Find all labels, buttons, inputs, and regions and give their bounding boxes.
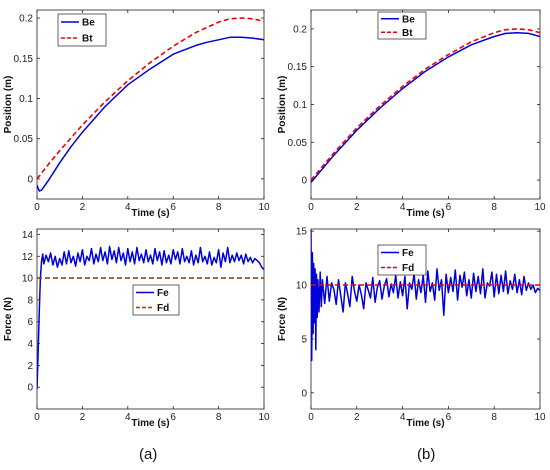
- series-line-bt: [37, 17, 264, 180]
- y-tick-label: 0.15: [14, 54, 34, 65]
- y-axis-label: Force (N): [3, 297, 14, 341]
- caption-a: (a): [139, 446, 158, 463]
- legend-box: [57, 13, 107, 47]
- x-tick-label: 2: [354, 412, 360, 423]
- x-tick-label: 10: [534, 412, 546, 423]
- legend-label-be: Be: [402, 14, 415, 25]
- series-line-fe: [37, 245, 264, 390]
- caption-b: (b): [417, 446, 436, 463]
- x-tick-label: 4: [125, 202, 131, 213]
- x-axis-label: Time (s): [406, 418, 444, 429]
- x-tick-label: 10: [534, 202, 546, 213]
- legend-label-fe: Fe: [157, 288, 169, 299]
- x-tick-label: 2: [80, 202, 86, 213]
- y-tick-label: 14: [22, 230, 34, 241]
- chart-b_pos: 0 2 4 6 8 10 0 0.05 0.1 0.15 0.2 Time (s) Position (…: [277, 9, 546, 219]
- y-tick-label: 12: [22, 252, 34, 263]
- legend: Be Bt: [377, 11, 427, 40]
- y-tick-label: 10: [22, 274, 34, 285]
- legend-label-fd: Fd: [402, 263, 414, 274]
- y-tick-label: 2: [27, 361, 33, 372]
- legend-label-fd: Fd: [157, 303, 169, 314]
- legend: Fe Fd: [377, 244, 427, 276]
- legend-box: [377, 11, 427, 40]
- x-tick-label: 0: [34, 412, 40, 423]
- y-tick-label: 10: [296, 281, 308, 292]
- series-group: [311, 28, 540, 183]
- y-tick-label: 15: [296, 227, 308, 238]
- legend: Fe Fd: [132, 284, 180, 316]
- series-line-be: [37, 36, 264, 192]
- legend-box: [132, 284, 180, 316]
- y-tick-label: 0: [27, 383, 33, 394]
- y-tick-label: 0.15: [288, 62, 308, 73]
- chart-a_pos: 0 2 4 6 8 10 0 0.05 0.1 0.15 0.2 Time (s) Position (…: [3, 9, 270, 219]
- x-tick-label: 0: [34, 202, 40, 213]
- x-tick-label: 8: [491, 202, 497, 213]
- y-axis-label: Position (m): [3, 76, 14, 134]
- y-tick-label: 0: [301, 176, 307, 187]
- x-tick-label: 2: [354, 202, 360, 213]
- chart-a_force: 0 2 4 6 8 10 0 2 4 6 8 10 12 14 Time (s) Force (N) Fe Fd: [3, 228, 270, 429]
- x-tick-label: 10: [258, 202, 270, 213]
- series-line-fe: [311, 230, 540, 362]
- x-tick-label: 6: [446, 202, 452, 213]
- x-axis-label: Time (s): [406, 208, 444, 219]
- x-axis-label: Time (s): [131, 418, 169, 429]
- y-tick-label: 0.1: [293, 100, 307, 111]
- x-tick-label: 8: [491, 412, 497, 423]
- legend-label-bt: Bt: [402, 28, 413, 39]
- x-tick-label: 4: [400, 412, 406, 423]
- y-tick-label: 4: [27, 339, 33, 350]
- x-tick-label: 0: [308, 412, 314, 423]
- y-tick-label: 0.2: [293, 24, 307, 35]
- x-tick-label: 6: [446, 412, 452, 423]
- y-tick-label: 0.05: [288, 138, 308, 149]
- y-tick-label: 0.2: [19, 14, 33, 25]
- legend-label-fe: Fe: [402, 248, 414, 259]
- series-group: [311, 230, 540, 362]
- x-tick-label: 8: [216, 202, 222, 213]
- x-tick-label: 8: [216, 412, 222, 423]
- y-tick-label: 6: [27, 317, 33, 328]
- series-line-bt: [311, 28, 540, 181]
- y-tick-label: 0: [27, 174, 33, 185]
- x-axis-label: Time (s): [131, 208, 169, 219]
- x-tick-label: 10: [258, 412, 270, 423]
- y-tick-label: 0.05: [14, 134, 34, 145]
- x-tick-label: 4: [400, 202, 406, 213]
- series-group: [37, 17, 264, 192]
- series-line-be: [311, 31, 540, 183]
- y-tick-label: 8: [27, 295, 33, 306]
- x-tick-label: 0: [308, 202, 314, 213]
- x-tick-label: 6: [170, 202, 176, 213]
- x-tick-label: 4: [125, 412, 131, 423]
- legend-label-be: Be: [82, 18, 95, 29]
- y-axis-label: Force (N): [277, 297, 288, 341]
- series-group: [37, 245, 264, 390]
- y-tick-label: 5: [301, 334, 307, 345]
- legend-box: [377, 244, 427, 276]
- y-tick-label: 0.1: [19, 94, 33, 105]
- x-tick-label: 6: [170, 412, 176, 423]
- chart-b_force: 0 2 4 6 8 10 0 5 10 15 Time (s) Force (N) Fe Fd: [277, 227, 546, 429]
- y-axis-label: Position (m): [277, 76, 288, 134]
- y-tick-label: 0: [301, 388, 307, 399]
- legend: Be Bt: [57, 13, 107, 47]
- legend-label-bt: Bt: [82, 34, 93, 45]
- x-tick-label: 2: [80, 412, 86, 423]
